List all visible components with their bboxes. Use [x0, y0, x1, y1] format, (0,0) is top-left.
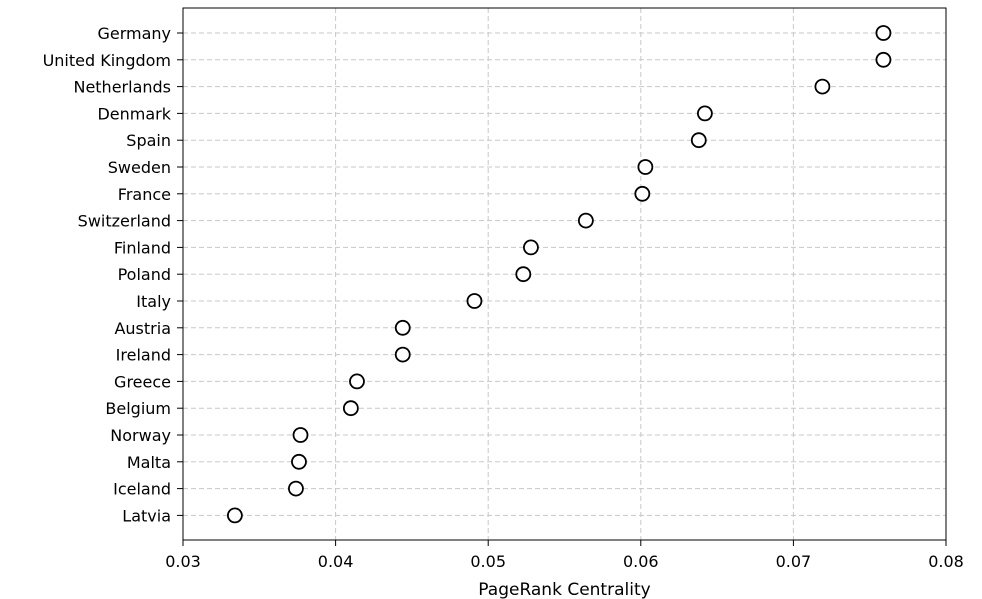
y-tick-label: Spain	[126, 131, 171, 150]
y-tick-label: Greece	[114, 372, 171, 391]
x-axis-title: PageRank Centrality	[478, 580, 650, 599]
x-tick-label: 0.06	[623, 552, 659, 571]
y-tick-label: Austria	[114, 319, 171, 338]
y-tick-label: Belgium	[105, 399, 171, 418]
data-point	[394, 346, 411, 363]
data-point	[342, 400, 359, 417]
y-tick-label: France	[118, 185, 171, 204]
y-tick-label: Germany	[97, 24, 171, 43]
data-point	[696, 105, 713, 122]
x-tick-label: 0.03	[165, 552, 201, 571]
grid-lines	[183, 8, 946, 540]
data-point	[226, 507, 243, 524]
data-point	[349, 373, 365, 390]
data-point	[394, 319, 411, 336]
data-point	[466, 293, 483, 309]
y-tick-label: Norway	[110, 426, 171, 445]
data-point	[515, 266, 532, 283]
y-tick-label: Denmark	[97, 104, 171, 123]
y-tick-label: Ireland	[116, 346, 171, 365]
y-tick-label: Latvia	[122, 506, 171, 525]
x-tick-label: 0.07	[776, 552, 812, 571]
y-tick-label: Malta	[127, 453, 171, 472]
data-point	[292, 427, 309, 443]
y-axis: Germany United Kingdom Netherlands Denmark S…	[43, 24, 183, 525]
y-tick-label: Switzerland	[78, 212, 171, 231]
data-point	[875, 51, 892, 68]
data-points	[226, 25, 892, 524]
y-tick-label: Iceland	[113, 480, 171, 499]
y-tick-label: Italy	[136, 292, 171, 311]
y-tick-label: Poland	[118, 265, 171, 284]
data-point	[577, 212, 594, 229]
data-point	[814, 78, 831, 95]
y-tick-label: Netherlands	[73, 78, 171, 97]
data-point	[291, 453, 307, 470]
data-point	[690, 132, 707, 149]
data-point	[523, 239, 539, 256]
data-point	[288, 480, 304, 497]
x-tick-label: 0.08	[928, 552, 964, 571]
data-point	[637, 159, 654, 175]
x-tick-label: 0.05	[470, 552, 506, 571]
y-tick-label: United Kingdom	[43, 51, 171, 70]
y-tick-label: Sweden	[108, 158, 171, 177]
x-axis: 0.03 0.04 0.05 0.06 0.07 0.08	[165, 540, 964, 571]
data-point	[875, 25, 892, 41]
x-tick-label: 0.04	[318, 552, 354, 571]
data-point	[634, 185, 651, 202]
y-tick-label: Finland	[114, 238, 171, 257]
